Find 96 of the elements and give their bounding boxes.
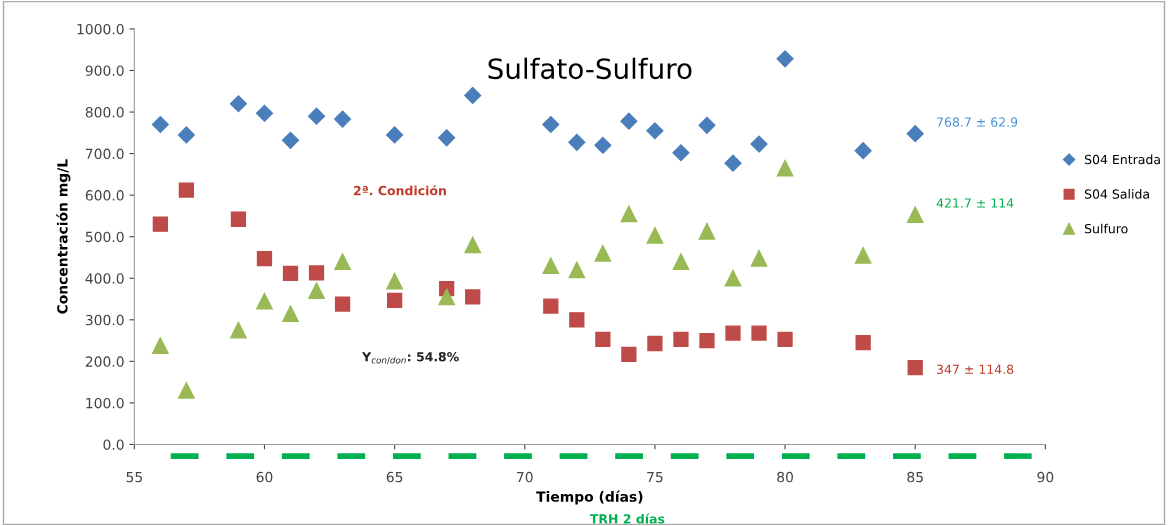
point	[621, 346, 637, 362]
point	[334, 296, 351, 312]
point	[698, 116, 716, 134]
point	[854, 142, 872, 160]
legend-label: Sulfuro	[1084, 223, 1128, 234]
annotation: 421.7 ± 114	[936, 198, 1014, 208]
point	[151, 115, 169, 134]
point	[698, 222, 716, 240]
annotation: Y$_{con/don}$: 54.8%	[361, 351, 459, 365]
x-tick-label: 80	[777, 471, 793, 483]
x-tick-label: 90	[1037, 471, 1054, 483]
y-tick-label: 200.0	[85, 356, 124, 367]
point	[906, 206, 924, 224]
y-axis-title: Concentración mg/L	[56, 159, 71, 314]
point	[777, 331, 793, 347]
point	[386, 126, 404, 144]
point	[543, 298, 559, 314]
point	[178, 182, 195, 198]
point	[568, 133, 586, 151]
point	[465, 289, 481, 305]
legend-label: S04 Entrada	[1084, 154, 1160, 165]
point	[178, 382, 195, 399]
point	[334, 253, 351, 270]
point	[854, 247, 872, 264]
y-tick-label: 1000.0	[77, 23, 124, 35]
point	[646, 227, 664, 244]
point	[620, 112, 638, 130]
point	[699, 332, 715, 349]
point	[464, 236, 482, 254]
point	[255, 104, 274, 122]
point	[334, 110, 352, 128]
point	[907, 359, 923, 376]
point	[568, 261, 586, 279]
point	[646, 122, 664, 140]
point	[307, 107, 326, 125]
text: TRH 2 días	[589, 513, 665, 524]
point	[542, 115, 560, 134]
x-tick-label: 55	[126, 471, 142, 483]
point	[724, 154, 742, 172]
point	[647, 335, 663, 352]
point	[672, 253, 690, 270]
point	[438, 288, 456, 306]
point	[776, 50, 794, 68]
point	[725, 325, 741, 341]
point	[282, 265, 299, 281]
x-axis-title: Tiempo (días)	[536, 490, 643, 505]
point	[855, 335, 871, 351]
point	[386, 292, 403, 308]
point	[673, 331, 689, 347]
y-tick-label: 400.0	[85, 273, 124, 284]
x-tick-label: 75	[647, 471, 663, 483]
x-tick-label: 65	[386, 471, 403, 483]
point	[542, 257, 560, 275]
point	[594, 244, 612, 262]
point	[751, 325, 767, 341]
point	[386, 272, 403, 290]
point	[177, 126, 195, 144]
y-tick-label: 900.0	[85, 65, 124, 76]
point	[229, 95, 247, 113]
point	[152, 337, 169, 354]
y-tick-label: 0.0	[103, 439, 124, 450]
y-tick-label: 800.0	[85, 107, 124, 118]
point	[230, 321, 247, 339]
y-tick-label: 100.0	[86, 397, 124, 409]
annotation: 347 ± 114.8	[936, 364, 1014, 375]
point	[152, 216, 168, 232]
point	[776, 159, 794, 177]
point	[308, 265, 325, 281]
point	[595, 331, 611, 347]
point	[308, 282, 325, 300]
point	[750, 249, 768, 267]
point	[672, 144, 690, 162]
x-tick-label: 60	[256, 471, 273, 483]
point	[281, 131, 300, 149]
point	[906, 125, 924, 143]
point	[230, 211, 247, 227]
point	[256, 292, 273, 310]
y-tick-label: 300.0	[85, 314, 124, 326]
y-tick-label: 700.0	[85, 148, 124, 160]
point	[438, 129, 456, 147]
point	[256, 251, 273, 267]
point	[569, 312, 585, 328]
x-tick-label: 70	[517, 471, 533, 483]
x-tick-label: 85	[907, 471, 923, 483]
legend-label: S04 Salida	[1084, 189, 1149, 199]
annotation: 768.7 ± 62.9	[937, 117, 1018, 127]
y-tick-label: 600.0	[85, 190, 124, 201]
annotation: 2ª. Condición	[353, 185, 446, 196]
y-tick-label: 500.0	[85, 231, 124, 243]
point	[620, 205, 638, 223]
point	[594, 136, 612, 154]
point	[724, 269, 742, 287]
point	[282, 305, 299, 322]
point	[750, 135, 768, 153]
text: Sulfato-Sulfuro	[488, 57, 692, 80]
point	[464, 86, 482, 104]
